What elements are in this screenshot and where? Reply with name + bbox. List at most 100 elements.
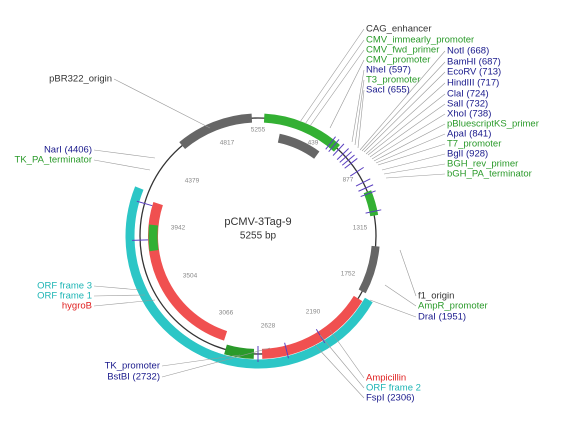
- leader-line: [93, 299, 156, 307]
- feature-label: SalI (732): [447, 99, 488, 110]
- leader-line: [329, 329, 365, 379]
- feature-label: TK_promoter: [105, 361, 160, 372]
- feature-label: bGH_PA_terminator: [447, 169, 532, 180]
- feature-label: pBR322_origin: [49, 74, 112, 85]
- feature-label: hygroB: [62, 301, 92, 312]
- leader-line: [367, 93, 446, 156]
- feature-label: CMV_immearly_promoter: [366, 35, 474, 46]
- ruler-label: 1315: [353, 225, 368, 232]
- leader-line: [363, 71, 446, 153]
- feature-label: HindIII (717): [447, 78, 499, 89]
- leader-line: [365, 82, 446, 155]
- feature-label: FspI (2306): [366, 393, 415, 404]
- leader-line: [381, 153, 446, 171]
- feature-arc: [277, 133, 320, 159]
- leader-line: [329, 59, 365, 129]
- leader-line: [304, 39, 365, 125]
- feature-arc: [261, 295, 363, 359]
- site-tick: [344, 158, 358, 169]
- feature-label: ORF frame 2: [366, 383, 421, 394]
- ruler-label: 3504: [183, 273, 198, 280]
- site-tick: [336, 148, 349, 160]
- feature-arc: [148, 202, 228, 341]
- feature-label: T3_promoter: [366, 75, 420, 86]
- leader-line: [354, 79, 365, 146]
- leader-line: [377, 143, 446, 166]
- site-tick: [284, 342, 289, 359]
- ruler-label: 3066: [219, 310, 234, 317]
- leader-line: [375, 133, 446, 164]
- feature-arc: [363, 190, 379, 217]
- ruler-label: 4817: [220, 140, 235, 147]
- feature-arc: [224, 344, 255, 359]
- leader-line: [113, 78, 211, 129]
- feature-label: f1_origin: [418, 291, 454, 302]
- leader-line: [357, 89, 365, 149]
- plasmid-size: 5255 bp: [240, 231, 277, 242]
- leader-line: [351, 69, 365, 143]
- feature-label: TK_PA_terminator: [15, 155, 92, 166]
- leader-line: [369, 103, 446, 158]
- site-tick: [132, 239, 149, 241]
- feature-label: ORF frame 1: [37, 291, 92, 302]
- leader-line: [161, 354, 241, 367]
- feature-label: BamHI (687): [447, 57, 501, 68]
- feature-arc: [263, 113, 340, 152]
- site-tick: [325, 136, 336, 150]
- site-tick: [341, 154, 355, 166]
- leader-line: [93, 294, 146, 297]
- feature-arc: [179, 113, 253, 150]
- ruler-label: 2190: [306, 309, 321, 316]
- feature-label: EcoRV (713): [447, 67, 501, 78]
- feature-label: BglI (928): [447, 149, 488, 160]
- leader-line: [309, 49, 365, 127]
- site-tick: [360, 190, 376, 198]
- ruler-label: 4379: [185, 178, 200, 185]
- feature-label: ORF frame 3: [37, 281, 92, 292]
- feature-label: NarI (4406): [44, 145, 92, 156]
- ruler-label: 877: [343, 177, 354, 184]
- leader-line: [93, 159, 151, 171]
- leader-line: [359, 50, 446, 151]
- feature-label: pBluescriptKS_primer: [447, 119, 539, 130]
- site-tick: [355, 178, 371, 187]
- ruler-label: 1752: [341, 271, 356, 278]
- feature-arc: [125, 186, 224, 364]
- feature-label: DraI (1951): [418, 312, 466, 323]
- feature-label: CAG_enhancer: [366, 24, 431, 35]
- site-tick: [328, 139, 340, 153]
- feature-label: SacI (655): [366, 85, 410, 96]
- feature-label: NotI (668): [447, 46, 489, 57]
- feature-label: XhoI (738): [447, 109, 491, 120]
- feature-arc: [358, 245, 380, 294]
- feature-label: CMV_fwd_primer: [366, 45, 439, 56]
- leader-line: [383, 163, 446, 175]
- leader-line: [319, 334, 365, 389]
- feature-label: AmpR_promoter: [418, 301, 488, 312]
- ruler-label: 3942: [171, 225, 186, 232]
- leader-line: [299, 28, 365, 123]
- feature-arc: [148, 224, 159, 252]
- leader-line: [399, 249, 417, 297]
- site-tick: [365, 209, 382, 214]
- plasmid-name: pCMV-3Tag-9: [224, 216, 291, 228]
- feature-label: BGH_rev_primer: [447, 159, 518, 170]
- feature-label: NheI (597): [366, 65, 411, 76]
- ruler-label: 439: [308, 140, 319, 147]
- ruler-label: 2628: [261, 323, 276, 330]
- leader-line: [93, 285, 141, 291]
- site-tick: [136, 200, 153, 207]
- site-tick: [349, 166, 364, 177]
- leader-line: [385, 173, 446, 179]
- leader-line: [161, 347, 271, 378]
- site-tick: [358, 184, 374, 192]
- feature-label: CMV_promoter: [366, 55, 430, 66]
- leader-line: [361, 61, 446, 152]
- leader-line: [373, 123, 446, 162]
- leader-line: [384, 284, 417, 307]
- site-tick: [332, 143, 345, 156]
- leader-line: [371, 113, 446, 160]
- feature-label: ClaI (724): [447, 89, 489, 100]
- leader-line: [369, 299, 417, 318]
